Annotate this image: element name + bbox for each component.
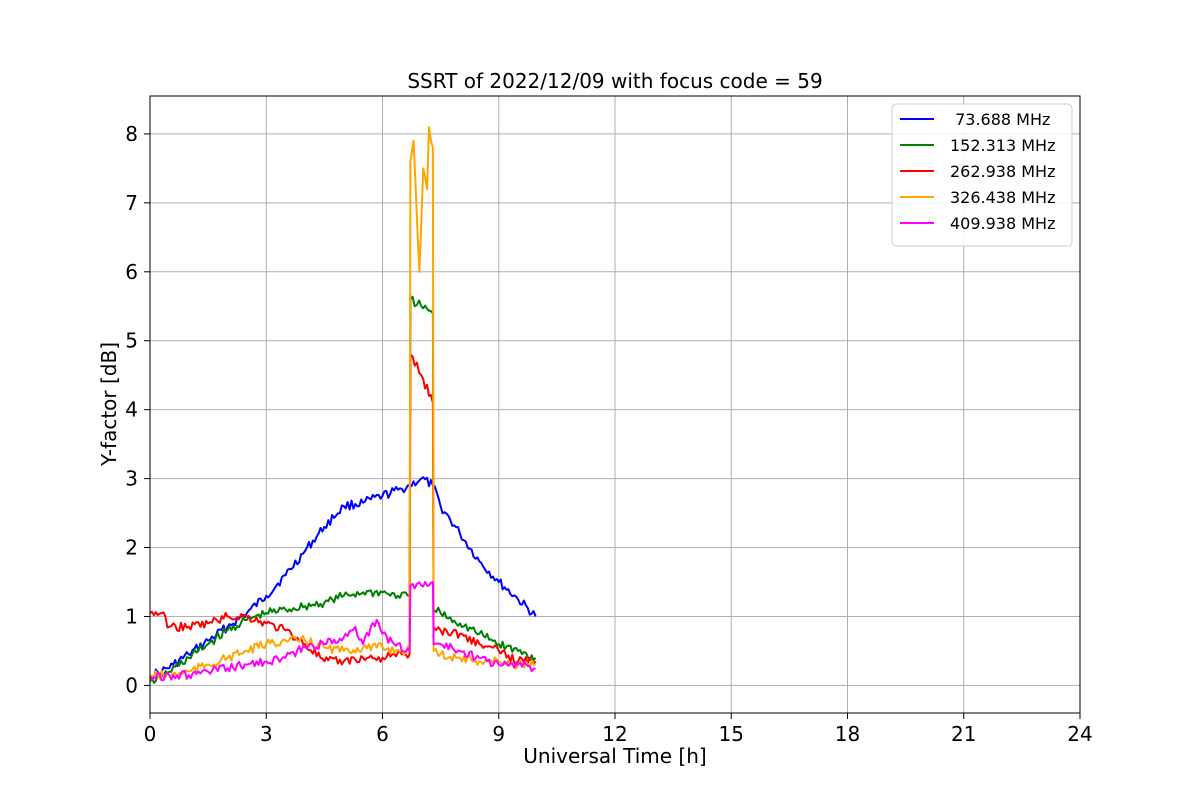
series-layer xyxy=(149,126,537,684)
x-tick-label: 3 xyxy=(260,722,273,746)
legend-entry: 152.313 MHz xyxy=(950,136,1055,155)
y-tick-label: 2 xyxy=(125,536,138,560)
y-axis-ticks: 0 1 2 3 4 5 6 7 8 xyxy=(125,122,150,697)
y-tick-label: 6 xyxy=(125,260,138,284)
x-tick-label: 24 xyxy=(1067,722,1092,746)
y-tick-label: 5 xyxy=(125,329,138,353)
y-tick-label: 3 xyxy=(125,467,138,491)
x-tick-label: 18 xyxy=(835,722,860,746)
legend: 73.688 MHz 152.313 MHz 262.938 MHz 326.438 … xyxy=(891,103,1073,247)
y-tick-label: 8 xyxy=(125,122,138,146)
series-line-4 xyxy=(149,126,536,680)
x-tick-label: 0 xyxy=(144,722,157,746)
x-tick-label: 9 xyxy=(492,722,505,746)
y-tick-label: 1 xyxy=(125,604,138,628)
y-axis-label: Y-factor [dB] xyxy=(97,342,121,467)
x-tick-label: 15 xyxy=(719,722,744,746)
legend-box xyxy=(891,103,1073,247)
legend-entry: 409.938 MHz xyxy=(950,214,1055,233)
series-line-1 xyxy=(149,476,537,679)
x-tick-label: 21 xyxy=(951,722,976,746)
grid xyxy=(149,96,1081,713)
legend-entry: 262.938 MHz xyxy=(950,162,1055,181)
y-tick-label: 4 xyxy=(125,398,138,422)
x-axis-label: Universal Time [h] xyxy=(523,744,706,768)
legend-entry: 73.688 MHz xyxy=(950,110,1050,129)
series-line-5 xyxy=(149,581,536,682)
x-axis-ticks: 0 3 6 9 12 15 18 21 24 xyxy=(144,713,1093,746)
chart-title: SSRT of 2022/12/09 with focus code = 59 xyxy=(407,69,822,93)
legend-entry: 326.438 MHz xyxy=(950,188,1055,207)
series-line-2 xyxy=(149,295,537,684)
series-line-3 xyxy=(149,353,537,666)
x-tick-label: 6 xyxy=(376,722,389,746)
y-tick-label: 7 xyxy=(125,191,138,215)
y-tick-label: 0 xyxy=(125,673,138,697)
x-tick-label: 12 xyxy=(602,722,627,746)
